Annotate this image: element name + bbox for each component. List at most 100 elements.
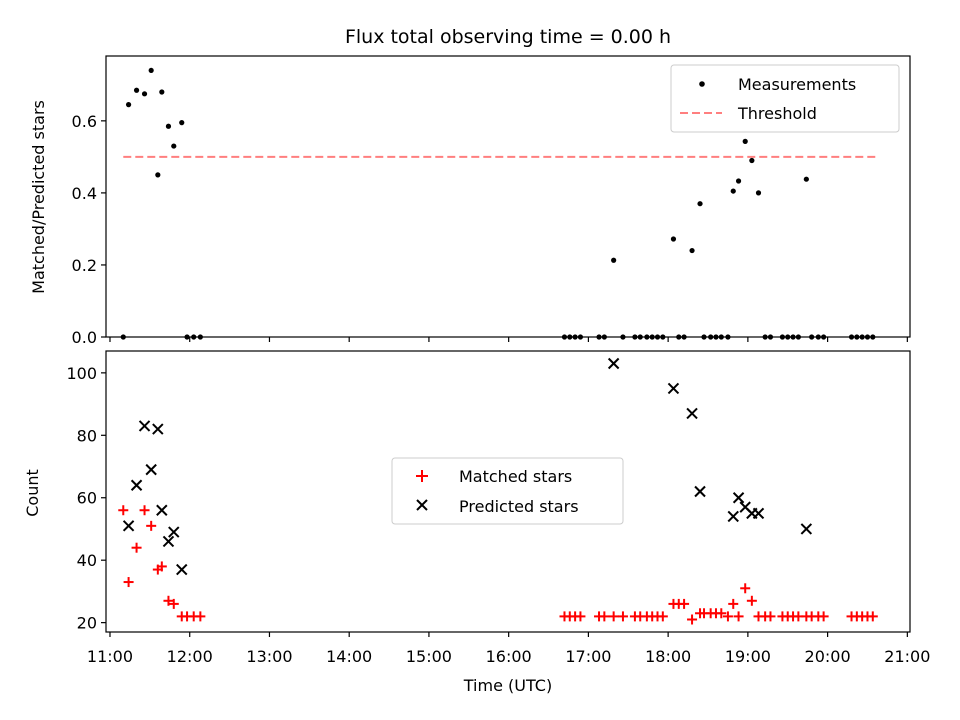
measurement-point [730, 188, 736, 194]
bottom-y-ticks: 20 40 60 80 100 [66, 364, 106, 633]
matched-star-point [118, 505, 129, 516]
measurement-point [148, 67, 154, 74]
top-y-tick-label: 0.4 [72, 184, 97, 203]
top-panel: 0.0 0.2 0.4 0.6 Matched/Predicted stars Mea… [29, 55, 911, 347]
bottom-x-tick-label: 15:00 [406, 647, 452, 666]
matched-star-point [608, 611, 619, 622]
measurement-point [125, 102, 132, 108]
measurement-point [735, 178, 742, 184]
measurement-point [670, 236, 677, 242]
top-axes-frame [105, 55, 911, 338]
bottom-x-tick-label: 17:00 [565, 647, 611, 666]
matched-star-point [657, 611, 668, 622]
measurement-point [697, 201, 703, 207]
legend-threshold-label: Threshold [737, 104, 817, 123]
measurement-point [611, 257, 617, 263]
top-legend-box [670, 64, 900, 133]
matched-star-point [599, 611, 610, 622]
legend-matched-label: Matched stars [459, 467, 572, 486]
bottom-x-axis-label: Time (UTC) [463, 676, 552, 695]
bottom-x-tick-label: 11:00 [87, 647, 133, 666]
matched-star-point [146, 520, 157, 531]
top-legend: Measurements Threshold [670, 64, 900, 133]
legend-measurements-label: Measurements [738, 75, 856, 94]
measurement-point [165, 123, 172, 129]
matched-star-point [131, 542, 142, 553]
predicted-star-point [176, 563, 188, 576]
predicted-star-point [727, 510, 739, 523]
bottom-x-tick-label: 21:00 [884, 647, 930, 666]
matched-star-point [867, 611, 878, 622]
measurement-point [171, 143, 177, 149]
measurement-point [742, 138, 748, 144]
measurement-point [803, 176, 809, 182]
matched-star-point [722, 611, 733, 622]
predicted-star-point [145, 463, 157, 476]
predicted-star-point [162, 535, 175, 548]
top-x-ticks [109, 337, 908, 342]
bottom-x-tick-label: 16:00 [486, 647, 532, 666]
measurement-point [141, 91, 148, 97]
matched-star-point [139, 505, 150, 516]
matched-star-point [687, 614, 698, 625]
legend-matched-marker [416, 470, 428, 482]
top-y-tick-label: 0.0 [72, 328, 97, 347]
bottom-x-tick-label: 14:00 [326, 647, 372, 666]
matched-star-point [163, 595, 174, 606]
measurement-point [155, 172, 161, 178]
matched-star-point [728, 598, 739, 609]
matched-star-point [156, 561, 167, 572]
bottom-axes-frame [105, 350, 911, 633]
bottom-x-tick-label: 12:00 [167, 647, 213, 666]
predicted-star-point [122, 520, 135, 532]
predicted-star-point [732, 492, 745, 504]
measurement-point [749, 157, 755, 164]
matched-star-point [195, 611, 206, 622]
predicted-star-point [138, 420, 151, 432]
matched-star-point [123, 577, 134, 588]
measurement-point [133, 87, 140, 93]
bottom-y-tick-label: 60 [77, 489, 97, 508]
measurement-point [689, 247, 695, 254]
bottom-y-tick-label: 40 [77, 551, 97, 570]
legend-predicted-marker [416, 499, 428, 511]
measurement-point [159, 89, 165, 95]
bottom-x-ticks: 11:00 12:00 13:00 14:00 15:00 16:00 17:00 18:00… [87, 632, 930, 666]
predicted-star-point [667, 382, 680, 395]
bottom-legend: Matched stars Predicted stars [391, 457, 624, 525]
matched-star-point [617, 611, 628, 622]
predicted-star-point [752, 507, 765, 520]
top-y-tick-label: 0.6 [72, 112, 97, 131]
matched-star-point [733, 611, 744, 622]
bottom-x-tick-label: 13:00 [246, 647, 292, 666]
bottom-panel: 20 40 60 80 100 11:00 12:00 13:00 14:00 15:00 16:… [23, 350, 930, 695]
bottom-legend-box [391, 457, 624, 525]
matched-star-point [168, 598, 179, 609]
predicted-star-point [130, 479, 143, 491]
bottom-x-tick-label: 19:00 [725, 647, 771, 666]
bottom-y-tick-label: 100 [66, 364, 97, 383]
matched-star-point [746, 595, 757, 606]
matched-star-point [765, 611, 776, 622]
measurement-point [755, 190, 762, 196]
bottom-plot-marks [118, 357, 878, 625]
bottom-y-axis-label: Count [23, 469, 42, 517]
predicted-star-point [156, 504, 168, 516]
bottom-y-tick-label: 20 [77, 614, 97, 633]
matched-star-point [716, 608, 727, 619]
predicted-star-point [686, 407, 698, 420]
predicted-star-point [800, 523, 813, 535]
predicted-star-point [152, 423, 164, 435]
chart-title: Flux total observing time = 0.00 h [345, 26, 671, 48]
bottom-x-tick-label: 20:00 [805, 647, 851, 666]
matched-star-point [679, 598, 690, 609]
top-y-tick-label: 0.2 [72, 256, 97, 275]
bottom-y-tick-label: 80 [77, 426, 97, 445]
matched-star-point [818, 611, 829, 622]
top-y-axis-label: Matched/Predicted stars [29, 100, 48, 294]
predicted-star-point [168, 526, 180, 538]
predicted-star-point [607, 357, 620, 370]
matched-star-point [740, 583, 751, 594]
measurement-point [179, 120, 185, 126]
